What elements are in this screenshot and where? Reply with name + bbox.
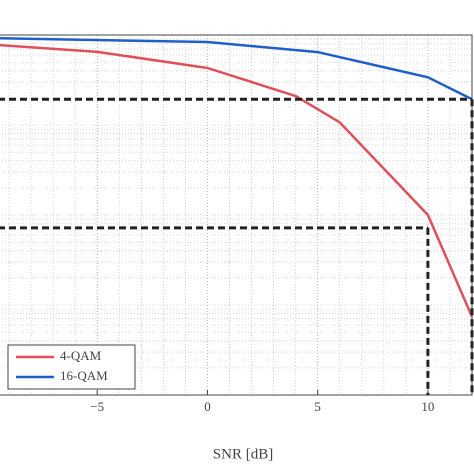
x-axis-label: SNR [dB] xyxy=(213,446,273,462)
x-tick-label: 10 xyxy=(421,399,434,414)
legend-box xyxy=(7,344,136,390)
legend-label: 16-QAM xyxy=(60,368,108,383)
x-tick-label: 5 xyxy=(314,399,321,414)
series-line xyxy=(0,37,473,101)
x-tick-label: 0 xyxy=(204,399,211,414)
legend-label: 4-QAM xyxy=(60,348,102,363)
series-line xyxy=(0,43,474,318)
x-tick-label: −5 xyxy=(90,399,104,414)
